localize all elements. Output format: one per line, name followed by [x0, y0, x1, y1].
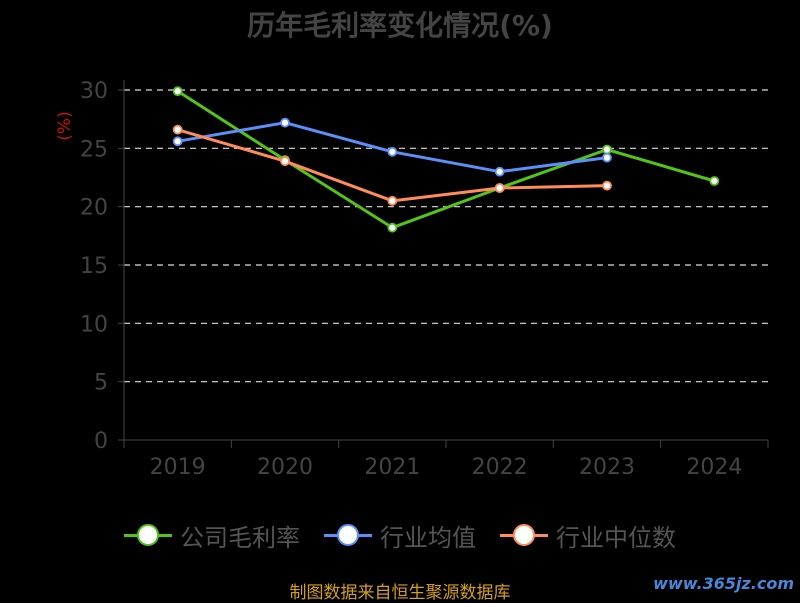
legend-item[interactable]: 行业均值 — [324, 518, 476, 553]
data-point — [602, 152, 612, 163]
y-tick-label: 25 — [80, 137, 108, 162]
legend-dot-icon — [337, 524, 359, 546]
data-point — [387, 146, 398, 157]
legend: 公司毛利率 行业均值 行业中位数 — [0, 518, 800, 553]
legend-dot-icon — [137, 524, 159, 546]
x-tick-label: 2021 — [364, 455, 420, 480]
series-group — [172, 86, 720, 233]
data-point — [494, 166, 505, 177]
x-tick-label: 2020 — [257, 455, 313, 480]
y-tick-label: 15 — [80, 254, 108, 279]
legend-marker-icon — [500, 524, 548, 546]
y-axis-label: (%) — [55, 111, 75, 140]
data-point — [172, 86, 183, 97]
data-point — [709, 176, 720, 186]
x-tick-label: 2023 — [579, 455, 635, 480]
x-tick-label: 2022 — [472, 455, 528, 480]
data-point — [280, 117, 290, 128]
legend-item[interactable]: 公司毛利率 — [124, 518, 300, 553]
data-point — [602, 180, 612, 191]
legend-dot-icon — [513, 524, 535, 546]
y-tick-label: 5 — [94, 371, 108, 396]
y-tick-label: 30 — [80, 79, 108, 104]
legend-marker-icon — [124, 524, 172, 546]
y-tick-label: 10 — [80, 312, 108, 337]
data-point — [172, 136, 183, 147]
series-line — [176, 89, 715, 230]
data-point — [387, 195, 398, 206]
legend-marker-icon — [324, 524, 372, 546]
data-point — [280, 156, 290, 167]
legend-item[interactable]: 行业中位数 — [500, 518, 676, 553]
legend-label: 行业均值 — [380, 524, 476, 552]
y-tick-label: 0 — [94, 429, 108, 454]
data-point — [494, 183, 505, 193]
data-source-note: 制图数据来自恒生聚源数据库 — [289, 583, 511, 603]
data-point — [602, 144, 612, 155]
data-point — [387, 222, 398, 233]
data-point — [172, 124, 183, 135]
axes: 0 5 10 15 20 25 30 2019 2020 2021 2022 2023 2024 (%) — [55, 79, 769, 480]
watermark: www.365jz.com — [653, 574, 794, 593]
legend-label: 公司毛利率 — [180, 524, 300, 552]
x-tick-label: 2024 — [686, 455, 742, 480]
chart-title: 历年毛利率变化情况(%) — [247, 9, 553, 42]
x-tick-label: 2019 — [150, 455, 206, 480]
legend-label: 行业中位数 — [556, 524, 676, 552]
y-tick-label: 20 — [80, 196, 108, 221]
